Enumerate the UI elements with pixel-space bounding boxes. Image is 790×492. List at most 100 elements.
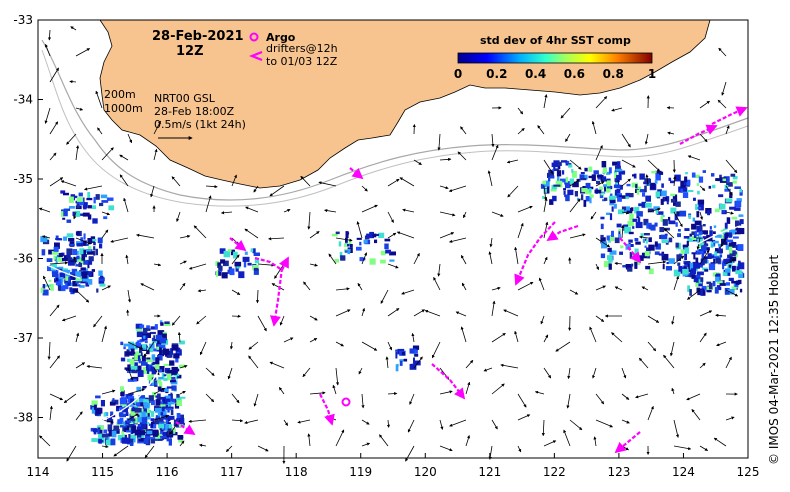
sst-pixel xyxy=(625,264,632,268)
sst-pixel xyxy=(653,206,660,210)
sst-pixel xyxy=(136,331,143,338)
current-vector xyxy=(589,326,597,343)
sst-pixel xyxy=(140,423,147,429)
sst-pixel xyxy=(151,362,155,366)
sst-pixel xyxy=(619,251,623,255)
sst-pixel xyxy=(693,262,700,269)
sst-pixel xyxy=(159,396,166,400)
current-vector xyxy=(49,67,59,83)
sst-pixel xyxy=(738,262,745,270)
sst-pixel xyxy=(67,276,71,283)
current-vector xyxy=(335,429,345,447)
sst-pixel xyxy=(161,406,165,412)
sst-pixel xyxy=(99,243,103,249)
sst-pixel xyxy=(599,186,603,191)
current-vector xyxy=(49,393,64,401)
current-vector xyxy=(592,367,597,379)
sst-pixel xyxy=(121,431,124,434)
sst-pixel xyxy=(643,233,650,236)
drifter-track xyxy=(546,224,579,242)
lat-tick-label: -38 xyxy=(13,411,33,425)
sst-pixel xyxy=(77,259,81,262)
sst-pixel xyxy=(97,427,103,434)
sst-pixel xyxy=(75,210,81,217)
sst-pixel xyxy=(67,257,73,262)
sst-pixel xyxy=(175,373,178,380)
sst-pixel xyxy=(42,284,46,289)
sst-pixel xyxy=(50,264,57,271)
sst-pixel xyxy=(120,341,124,346)
current-vector xyxy=(595,96,608,109)
sst-pixel xyxy=(72,288,79,293)
sst-pixel xyxy=(176,394,180,401)
current-vector xyxy=(49,261,69,265)
current-vector xyxy=(95,90,103,109)
current-vector xyxy=(361,393,365,409)
sst-pixel xyxy=(55,279,62,286)
sst-pixel xyxy=(151,400,155,406)
sst-pixel xyxy=(611,230,614,237)
sst-pixel xyxy=(555,180,563,188)
current-vector xyxy=(686,289,701,300)
sst-pixel xyxy=(356,237,362,240)
sst-pixel xyxy=(600,193,605,196)
sst-pixel xyxy=(216,270,219,277)
sst-pixel xyxy=(87,192,91,199)
sst-pixel xyxy=(709,282,713,290)
sst-pixel xyxy=(87,214,92,220)
sst-pixel xyxy=(163,410,167,415)
current-vector xyxy=(699,362,706,369)
current-time-label: 28-Feb 18:00Z xyxy=(154,105,235,118)
sst-pixel xyxy=(643,181,650,185)
sst-pixel xyxy=(685,172,688,175)
colorbar xyxy=(457,52,653,64)
sst-pixel xyxy=(715,275,720,282)
sst-pixel xyxy=(680,188,683,193)
current-vector xyxy=(439,211,456,217)
current-vector xyxy=(555,341,571,352)
sst-pixel xyxy=(665,266,672,271)
sst-pixel xyxy=(655,170,662,174)
current-vector xyxy=(673,445,692,451)
current-vector xyxy=(448,237,467,243)
current-vector xyxy=(401,289,415,295)
current-vector xyxy=(725,356,732,369)
sst-pixel xyxy=(645,195,651,202)
current-vector xyxy=(269,361,285,369)
current-vector xyxy=(75,48,91,57)
sst-pixel xyxy=(141,355,146,362)
drifters-legend-line2: to 01/03 12Z xyxy=(266,55,338,68)
sst-pixel xyxy=(701,254,705,260)
current-vector xyxy=(75,145,80,161)
current-vector xyxy=(669,341,675,357)
sst-pixel xyxy=(155,399,161,406)
current-vector xyxy=(517,222,524,239)
sst-pixel xyxy=(40,236,48,243)
sst-pixel xyxy=(148,364,153,372)
sst-pixel xyxy=(86,197,93,201)
sst-pixel xyxy=(131,370,138,374)
sst-pixel xyxy=(630,244,634,247)
current-vector xyxy=(641,286,649,291)
sst-pixel xyxy=(157,355,163,361)
current-vector xyxy=(491,300,496,317)
current-vector xyxy=(220,211,233,215)
sst-pixel xyxy=(178,418,185,425)
sst-pixel xyxy=(583,199,587,207)
sst-pixel xyxy=(679,210,687,217)
sst-pixel xyxy=(83,233,86,240)
sst-pixel xyxy=(339,251,343,258)
sst-pixel xyxy=(61,209,68,217)
current-vector xyxy=(647,341,657,352)
sst-pixel xyxy=(626,208,633,214)
sst-pixel xyxy=(697,238,703,246)
current-vector xyxy=(407,419,415,433)
sst-pixel xyxy=(635,184,638,189)
sst-pixel xyxy=(635,221,643,229)
sst-pixel xyxy=(660,234,668,240)
sst-pixel xyxy=(389,259,395,262)
sst-pixel xyxy=(689,289,692,296)
sst-pixel xyxy=(118,412,124,417)
sst-pixel xyxy=(581,174,588,180)
